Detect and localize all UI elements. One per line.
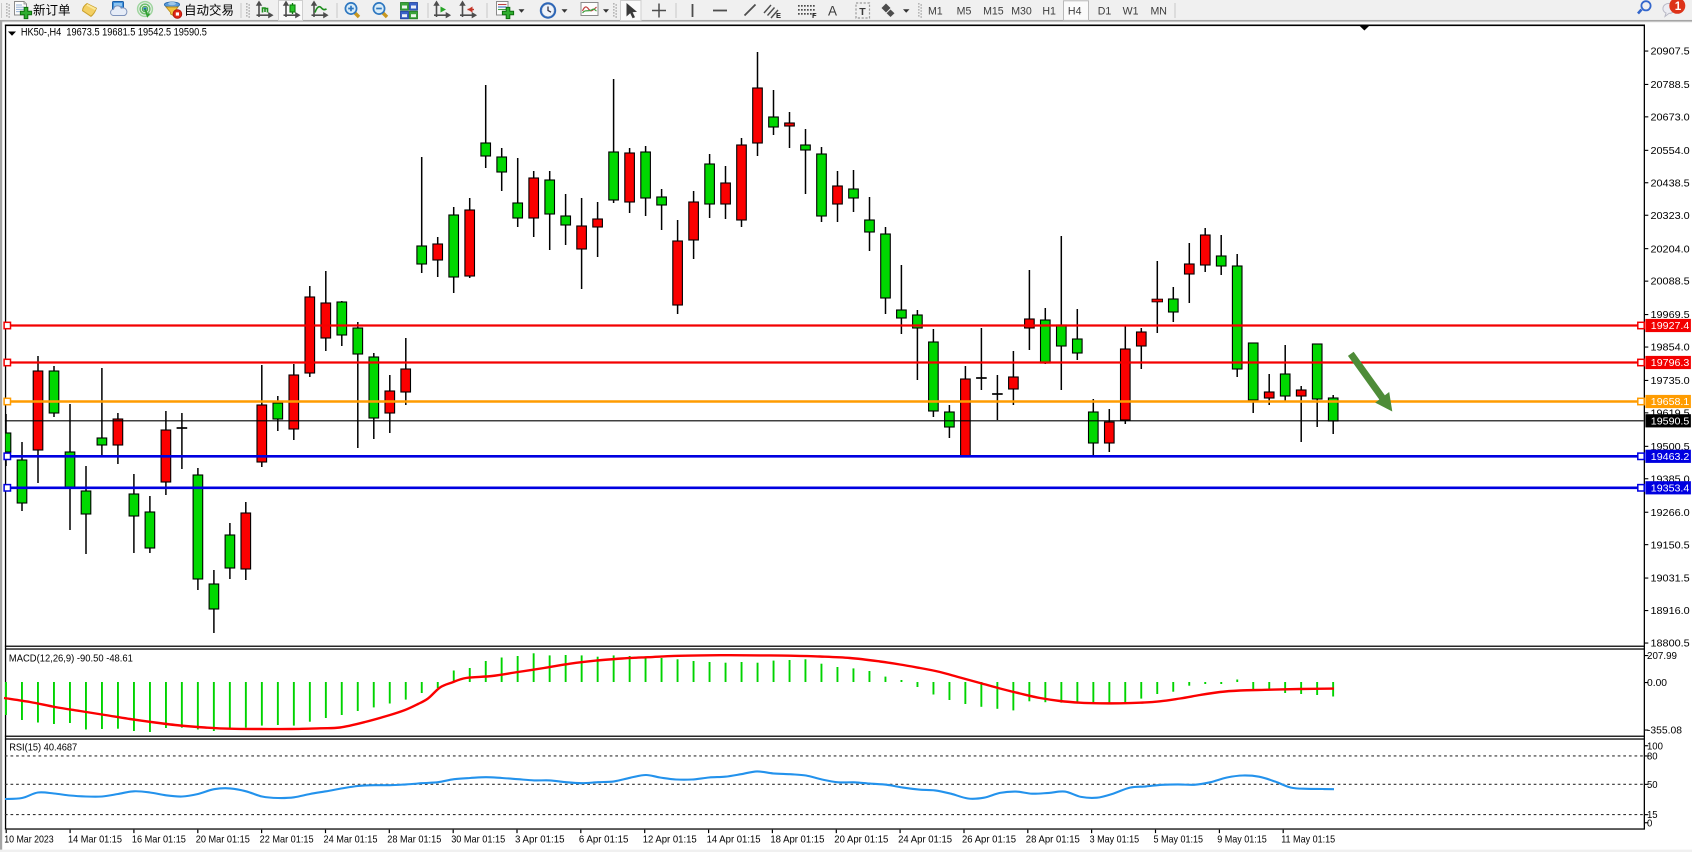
- svg-text:M15: M15: [983, 6, 1004, 18]
- svg-text:19031.5: 19031.5: [1651, 574, 1691, 585]
- svg-text:自动交易: 自动交易: [184, 3, 234, 18]
- svg-text:30 Mar 01:15: 30 Mar 01:15: [451, 834, 505, 845]
- svg-text:HK50-,H4 19673.5 19681.5 1954: HK50-,H4 19673.5 19681.5 19542.5 19590.5: [21, 27, 207, 39]
- svg-text:19619.5: 19619.5: [1651, 409, 1691, 420]
- svg-text:20673.0: 20673.0: [1651, 113, 1691, 124]
- svg-text:80: 80: [1647, 752, 1658, 763]
- svg-text:20907.5: 20907.5: [1651, 47, 1691, 58]
- svg-text:5 May 01:15: 5 May 01:15: [1154, 834, 1204, 845]
- svg-text:14 Apr 01:15: 14 Apr 01:15: [707, 834, 761, 845]
- svg-text:18916.0: 18916.0: [1651, 606, 1691, 617]
- svg-text:A: A: [828, 4, 837, 19]
- svg-text:18800.5: 18800.5: [1651, 639, 1691, 650]
- svg-text:19463.2: 19463.2: [1651, 452, 1690, 463]
- svg-text:T: T: [859, 6, 866, 18]
- svg-text:26 Apr 01:15: 26 Apr 01:15: [962, 834, 1016, 845]
- svg-text:MACD(12,26,9) -90.50 -48.61: MACD(12,26,9) -90.50 -48.61: [9, 653, 133, 664]
- svg-text:0.00: 0.00: [1647, 678, 1667, 689]
- svg-text:20 Mar 01:15: 20 Mar 01:15: [196, 834, 250, 845]
- svg-text:M1: M1: [928, 6, 943, 18]
- svg-text:19969.5: 19969.5: [1651, 310, 1691, 321]
- svg-text:19590.5: 19590.5: [1651, 417, 1690, 428]
- svg-text:20788.5: 20788.5: [1651, 80, 1691, 91]
- svg-text:20438.5: 20438.5: [1651, 178, 1691, 189]
- svg-text:9 May 01:15: 9 May 01:15: [1217, 834, 1267, 845]
- svg-text:E: E: [776, 11, 781, 20]
- svg-text:22 Mar 01:15: 22 Mar 01:15: [260, 834, 314, 845]
- svg-text:H1: H1: [1042, 6, 1056, 18]
- svg-text:12 Apr 01:15: 12 Apr 01:15: [643, 834, 697, 845]
- svg-text:24 Mar 01:15: 24 Mar 01:15: [324, 834, 378, 845]
- svg-text:19735.0: 19735.0: [1651, 376, 1691, 387]
- svg-text:19796.3: 19796.3: [1651, 358, 1690, 369]
- svg-text:100: 100: [1647, 741, 1663, 752]
- svg-text:20088.5: 20088.5: [1651, 277, 1691, 288]
- svg-text:新订单: 新订单: [33, 3, 71, 18]
- svg-text:RSI(15) 40.4687: RSI(15) 40.4687: [9, 742, 77, 753]
- svg-text:18 Apr 01:15: 18 Apr 01:15: [770, 834, 824, 845]
- svg-text:-355.08: -355.08: [1647, 726, 1682, 737]
- svg-text:50: 50: [1647, 780, 1658, 791]
- svg-text:MN: MN: [1150, 6, 1166, 18]
- svg-text:14 Mar 01:15: 14 Mar 01:15: [68, 834, 122, 845]
- svg-text:20554.0: 20554.0: [1651, 146, 1691, 157]
- svg-text:3 May 01:15: 3 May 01:15: [1090, 834, 1140, 845]
- svg-text:20 Apr 01:15: 20 Apr 01:15: [834, 834, 888, 845]
- svg-text:19353.4: 19353.4: [1651, 484, 1690, 495]
- svg-text:28 Apr 01:15: 28 Apr 01:15: [1026, 834, 1080, 845]
- svg-text:M30: M30: [1011, 6, 1032, 18]
- svg-text:19266.0: 19266.0: [1651, 508, 1691, 519]
- svg-text:11 May 01:15: 11 May 01:15: [1281, 834, 1335, 845]
- svg-text:16 Mar 01:15: 16 Mar 01:15: [132, 834, 186, 845]
- svg-text:20323.0: 20323.0: [1651, 211, 1691, 222]
- svg-text:W1: W1: [1123, 6, 1139, 18]
- svg-text:3 Apr 01:15: 3 Apr 01:15: [515, 834, 565, 845]
- svg-text:15: 15: [1647, 810, 1658, 821]
- svg-text:H4: H4: [1068, 6, 1082, 18]
- svg-text:19927.4: 19927.4: [1651, 321, 1690, 332]
- svg-text:19385.0: 19385.0: [1651, 474, 1691, 485]
- svg-text:F: F: [812, 11, 817, 20]
- svg-text:24 Apr 01:15: 24 Apr 01:15: [898, 834, 952, 845]
- svg-text:10 Mar 2023: 10 Mar 2023: [4, 834, 54, 845]
- svg-text:0: 0: [1647, 818, 1653, 829]
- svg-text:M5: M5: [957, 6, 972, 18]
- svg-text:19658.1: 19658.1: [1651, 397, 1690, 408]
- svg-text:19150.5: 19150.5: [1651, 540, 1691, 551]
- svg-text:1: 1: [1675, 1, 1682, 13]
- svg-text:19500.5: 19500.5: [1651, 442, 1691, 453]
- svg-text:20204.0: 20204.0: [1651, 244, 1691, 255]
- svg-text:6 Apr 01:15: 6 Apr 01:15: [579, 834, 629, 845]
- svg-text:207.99: 207.99: [1647, 651, 1677, 662]
- svg-text:28 Mar 01:15: 28 Mar 01:15: [387, 834, 441, 845]
- svg-text:D1: D1: [1098, 6, 1112, 18]
- svg-text:19854.0: 19854.0: [1651, 343, 1691, 354]
